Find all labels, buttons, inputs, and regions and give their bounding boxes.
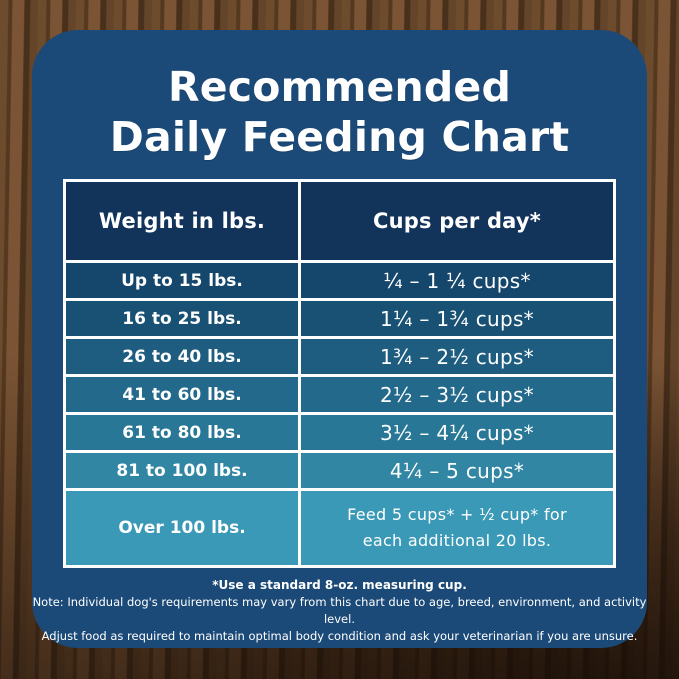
table-row-0-weight: Up to 15 lbs.: [66, 263, 298, 299]
disclaimer-line-2: Adjust food as required to maintain opti…: [41, 628, 638, 643]
table-row-4-weight: 61 to 80 lbs.: [66, 415, 298, 451]
table-row-3-cups: 2½ – 3½ cups*: [301, 377, 613, 413]
column-header-weight: Weight in lbs.: [66, 182, 298, 261]
table-row-1-weight: 16 to 25 lbs.: [66, 301, 298, 337]
column-header-cups: Cups per day*: [301, 182, 613, 261]
table-row-0-cups: ¼ – 1 ¼ cups*: [301, 263, 613, 299]
table-row-2-weight: 26 to 40 lbs.: [66, 339, 298, 375]
table-row-6-cups: Feed 5 cups* + ½ cup* for each additiona…: [301, 491, 613, 566]
footnotes: *Use a standard 8-oz. measuring cup. Not…: [32, 577, 647, 644]
measuring-cup-note: *Use a standard 8-oz. measuring cup.: [212, 578, 467, 593]
table-row-3-weight: 41 to 60 lbs.: [66, 377, 298, 413]
title-line-2: Daily Feeding Chart: [109, 113, 570, 162]
disclaimer-line-1: Note: Individual dog's requirements may …: [32, 595, 647, 627]
table-row-1-cups: 1¼ – 1¾ cups*: [301, 301, 613, 337]
table-row-6-weight: Over 100 lbs.: [66, 491, 298, 566]
table-row-5-cups: 4¼ – 5 cups*: [301, 453, 613, 489]
page-title: Recommended Daily Feeding Chart: [32, 62, 647, 162]
table-row-5-weight: 81 to 100 lbs.: [66, 453, 298, 489]
table-row-4-cups: 3½ – 4¼ cups*: [301, 415, 613, 451]
table-row-2-cups: 1¾ – 2½ cups*: [301, 339, 613, 375]
feeding-table: Weight in lbs. Cups per day* Up to 15 lb…: [63, 179, 616, 569]
feeding-chart-card: Recommended Daily Feeding Chart Weight i…: [32, 30, 647, 648]
title-line-1: Recommended: [168, 63, 511, 111]
